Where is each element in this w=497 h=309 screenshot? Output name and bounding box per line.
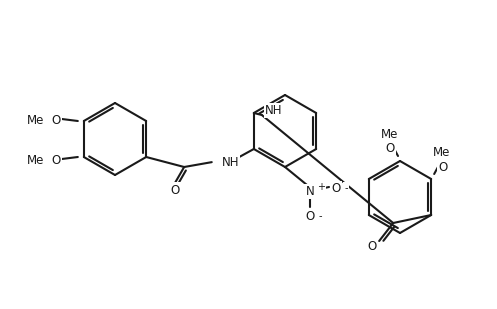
- Text: Me: Me: [432, 146, 450, 159]
- Text: Me: Me: [27, 114, 45, 127]
- Text: O: O: [438, 161, 448, 174]
- Text: N: N: [306, 185, 315, 198]
- Text: Me: Me: [381, 128, 399, 141]
- Text: +: +: [317, 182, 325, 192]
- Text: O: O: [170, 184, 180, 197]
- Text: NH: NH: [265, 104, 283, 117]
- Text: O: O: [51, 114, 61, 127]
- Text: O: O: [305, 210, 315, 223]
- Text: O: O: [385, 142, 395, 155]
- Text: NH: NH: [222, 156, 239, 169]
- Text: O: O: [51, 154, 61, 167]
- Text: Me: Me: [27, 154, 45, 167]
- Text: -: -: [318, 211, 322, 221]
- Text: O: O: [331, 182, 340, 195]
- Text: O: O: [368, 240, 377, 253]
- Text: -: -: [344, 183, 348, 193]
